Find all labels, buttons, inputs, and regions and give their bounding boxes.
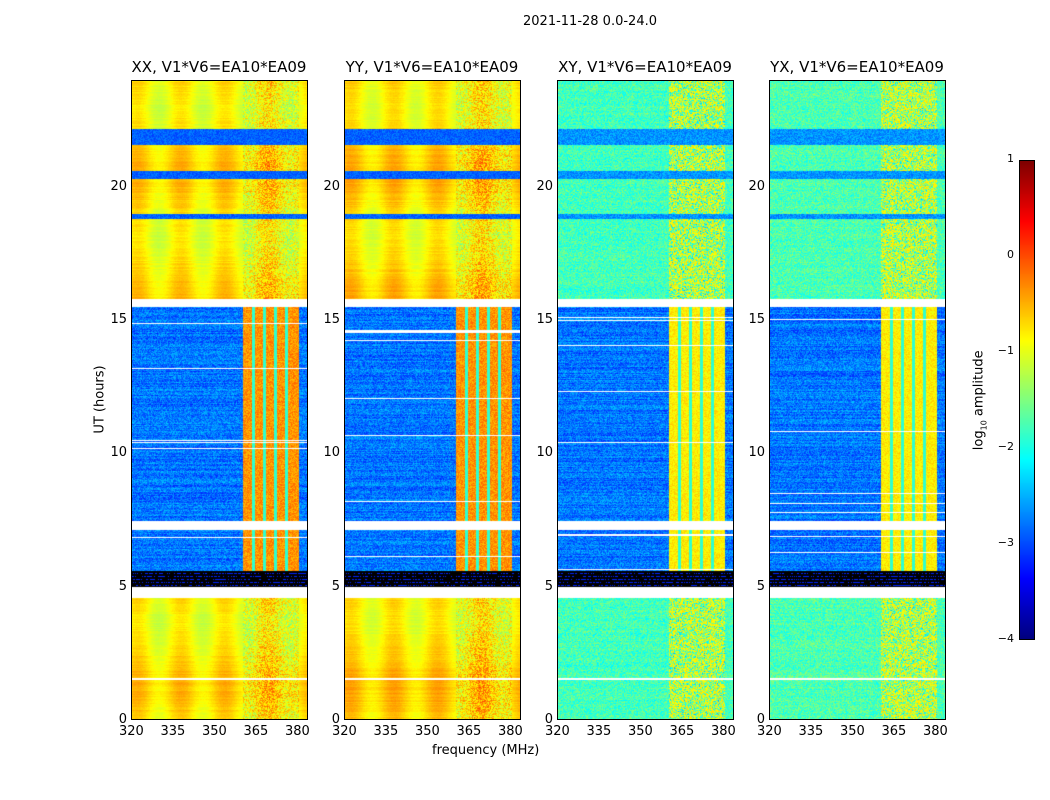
colorbar	[1019, 160, 1035, 640]
y-tick-label: 0	[756, 712, 765, 727]
panel-title: YY, V1*V6=EA10*EA09	[345, 58, 519, 76]
y-tick-label: 15	[536, 312, 553, 327]
x-tick-label: 365	[881, 724, 907, 739]
heatmap-image	[132, 81, 307, 719]
y-tick-label: 20	[536, 178, 553, 194]
y-tick-label: 15	[323, 312, 340, 327]
colorbar-tick-label: −4	[997, 632, 1014, 645]
x-tick-label: 350	[201, 724, 227, 739]
heatmap-image	[345, 81, 520, 719]
colorbar-tick-label: −2	[997, 440, 1014, 453]
heatmap-panel-0	[131, 80, 308, 720]
x-tick-label: 335	[160, 724, 186, 739]
x-tick-label: 335	[798, 724, 824, 739]
y-tick-label: 15	[748, 312, 765, 327]
figure-title: 2021-11-28 0.0-24.0	[523, 14, 657, 29]
y-tick-label: 20	[748, 178, 765, 194]
x-tick-label: 335	[586, 724, 612, 739]
x-tick-label: 320	[757, 724, 782, 739]
y-tick-label: 10	[536, 445, 553, 461]
y-tick-label: 5	[331, 578, 340, 594]
y-tick-label: 20	[323, 178, 340, 194]
x-tick-label: 335	[373, 724, 399, 739]
y-tick-label: 10	[110, 445, 127, 461]
colorbar-label: log10 amplitude	[971, 350, 989, 451]
x-tick-label: 380	[710, 724, 736, 739]
x-tick-label: 365	[456, 724, 482, 739]
colorbar-tick-label: −1	[997, 344, 1014, 357]
x-tick-label: 365	[669, 724, 695, 739]
x-tick-label: 380	[922, 724, 948, 739]
colorbar-gradient	[1020, 161, 1034, 639]
x-tick-label: 380	[284, 724, 310, 739]
colorbar-tick-label: 0	[1007, 248, 1014, 261]
y-tick-label: 10	[323, 445, 340, 461]
panel-title: XX, V1*V6=EA10*EA09	[131, 58, 307, 76]
heatmap-panel-3	[769, 80, 946, 720]
x-tick-label: 350	[414, 724, 440, 739]
x-tick-label: 320	[119, 724, 144, 739]
x-tick-label: 365	[243, 724, 269, 739]
y-tick-label: 5	[544, 578, 553, 594]
x-tick-label: 380	[497, 724, 523, 739]
x-tick-label: 320	[332, 724, 357, 739]
y-tick-label: 5	[756, 578, 765, 594]
panel-title: YX, V1*V6=EA10*EA09	[770, 58, 944, 76]
y-tick-label: 15	[110, 312, 127, 327]
x-tick-label: 350	[839, 724, 865, 739]
y-tick-label: 0	[544, 712, 553, 727]
x-tick-label: 350	[627, 724, 653, 739]
colorbar-tick-label: 1	[1007, 152, 1014, 165]
x-axis-label: frequency (MHz)	[432, 743, 540, 758]
colorbar-tick-label: −3	[997, 536, 1014, 549]
panel-title: XY, V1*V6=EA10*EA09	[558, 58, 732, 76]
y-tick-label: 0	[331, 712, 340, 727]
heatmap-panel-2	[557, 80, 734, 720]
y-axis-label: UT (hours)	[92, 365, 108, 434]
y-tick-label: 0	[118, 712, 127, 727]
heatmap-image	[770, 81, 945, 719]
x-tick-label: 320	[545, 724, 570, 739]
y-tick-label: 10	[748, 445, 765, 461]
heatmap-image	[558, 81, 733, 719]
y-tick-label: 20	[110, 178, 127, 194]
heatmap-panel-1	[344, 80, 521, 720]
y-tick-label: 5	[118, 578, 127, 594]
